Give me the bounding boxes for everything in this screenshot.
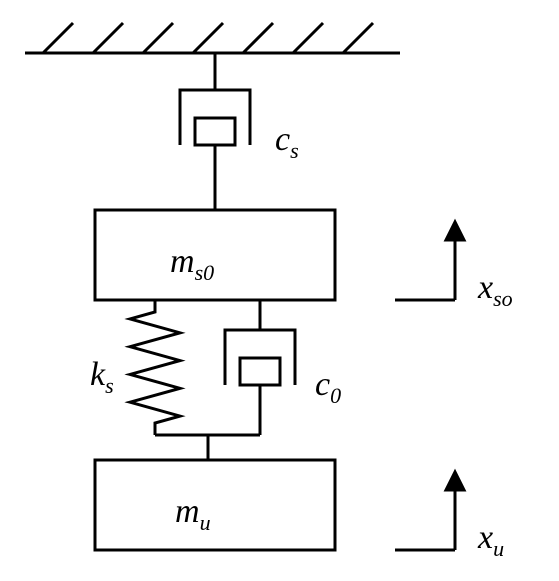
label-ms0: ms0	[170, 243, 214, 285]
mass-top	[95, 210, 335, 300]
label-mu: mu	[175, 493, 211, 535]
ground-hatch	[43, 23, 73, 53]
mass-bottom	[95, 460, 335, 550]
ground-hatch	[193, 23, 223, 53]
arrow-xu-head	[446, 472, 464, 490]
label-ks: ks	[90, 356, 114, 398]
label-cs: cs	[275, 121, 299, 163]
ground-hatch	[93, 23, 123, 53]
ground-hatch	[143, 23, 173, 53]
label-xu: xu	[477, 519, 504, 561]
ground-hatch	[343, 23, 373, 53]
arrow-xso-head	[446, 222, 464, 240]
label-xso: xso	[477, 269, 513, 311]
damper-bottom-piston	[240, 358, 280, 385]
spring	[130, 300, 180, 435]
ground-hatch	[243, 23, 273, 53]
label-c0: c0	[315, 366, 341, 408]
ground-hatch	[293, 23, 323, 53]
damper-top-piston	[195, 118, 235, 145]
